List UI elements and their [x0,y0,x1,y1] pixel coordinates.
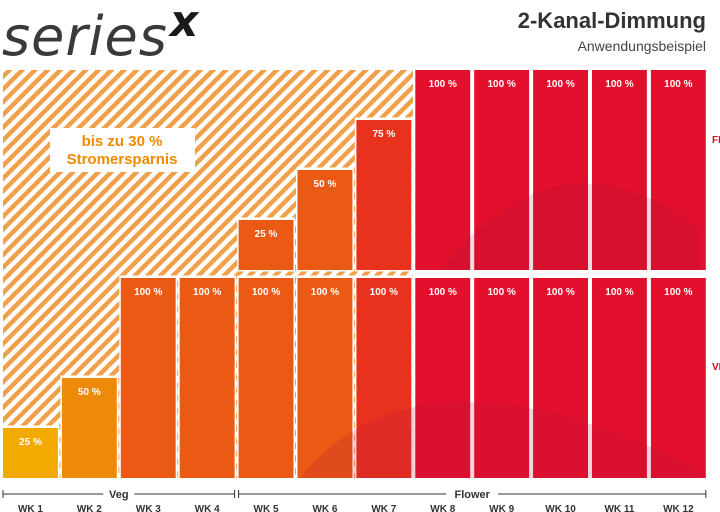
x-tick-label: WK 12 [663,504,694,512]
phase-axis: Veg Flower [2,487,707,501]
callout-line1: bis zu 30 % [82,133,163,150]
veg-value-label: 100 % [370,287,398,298]
flower-bar [592,70,647,270]
brand-x: x [169,0,200,47]
veg-bar [3,428,58,478]
flower-value-label: 50 % [314,179,337,190]
veg-bar [356,278,412,478]
callout-line2: Stromersparnis [67,151,178,168]
flower-value-label: 75 % [372,129,395,140]
x-tick-label: WK 10 [545,504,576,512]
x-tick-label: WK 3 [136,504,161,512]
x-tick-labels: WK 1 WK 2 WK 3 WK 4 WK 5 WK 6 WK 7 WK 8 WK 9 WK 1… [18,504,694,512]
callout-box [50,128,195,172]
flower-bar [356,120,412,270]
veg-value-label: 100 % [664,287,692,298]
veg-bar [592,278,647,478]
x-tick-label: WK 7 [371,504,396,512]
veg-value-label: 50 % [78,387,101,398]
flower-bar [297,170,353,270]
veg-bar [415,278,471,478]
veg-value-label: 25 % [19,437,42,448]
phase-label: Veg [109,489,129,501]
veg-value-label: 100 % [546,287,574,298]
flower-bar [533,70,588,270]
veg-bar [238,278,294,478]
x-tick-label: WK 9 [489,504,514,512]
chart-subtitle: Anwendungsbeispiel [577,38,706,54]
flower-bar [238,220,294,270]
x-tick-label: WK 8 [430,504,455,512]
veg-value-label: 100 % [193,287,221,298]
x-tick-label: WK 11 [604,504,634,512]
decor-swoosh [440,183,700,270]
flower-value-label: 100 % [605,79,633,90]
phase-label-bg [446,487,499,501]
x-tick-label: WK 2 [77,504,102,512]
veg-value-label: 100 % [429,287,457,298]
veg-value-label: 100 % [252,287,280,298]
flower-bar [474,70,530,270]
veg-bar [179,278,235,478]
x-tick-label: WK 5 [254,504,279,512]
veg-bar [120,278,176,478]
flower-value-label: 100 % [487,79,515,90]
veg-bar [61,378,117,478]
x-tick-label: WK 6 [312,504,337,512]
bar-labels-group: 25 % 50 % 100 % 100 % 100 % 25 % 100 % 50 % 100 … [19,79,693,448]
decor-swoosh [300,401,700,478]
veg-bar [650,278,706,478]
veg-side-label: VEG [712,362,720,373]
flower-bar [650,70,706,270]
flower-value-label: 100 % [546,79,574,90]
phase-label-bg [103,487,135,501]
phase-label: Flower [454,489,490,501]
flower-bar [415,70,471,270]
flower-side-label: FLOWER [712,135,720,146]
flower-value-label: 100 % [664,79,692,90]
veg-bar [297,278,353,478]
brand-logo: seriesx [2,0,199,68]
veg-value-label: 100 % [311,287,339,298]
savings-callout: bis zu 30 % Stromersparnis [50,128,195,172]
veg-value-label: 100 % [487,287,515,298]
veg-bar [533,278,588,478]
veg-bar [474,278,530,478]
veg-value-label: 100 % [605,287,633,298]
brand-text: series [2,5,168,68]
x-tick-label: WK 1 [18,504,43,512]
flower-value-label: 25 % [255,229,278,240]
flower-value-label: 100 % [429,79,457,90]
x-tick-label: WK 4 [195,504,220,512]
chart-title: 2-Kanal-Dimmung [517,8,706,33]
bars-group [1,67,708,480]
veg-value-label: 100 % [134,287,162,298]
